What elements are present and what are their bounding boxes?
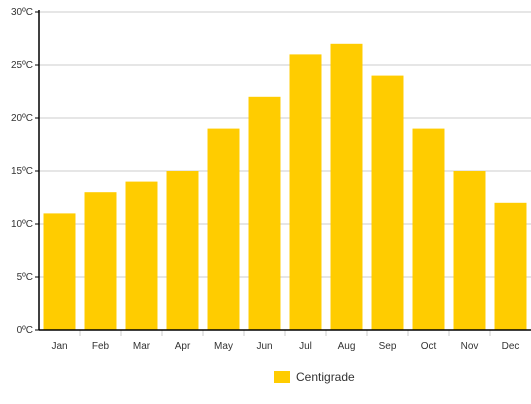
y-axis-ticks: 0ºC 5ºC 10ºC 15ºC 20ºC 25ºC 30ºC xyxy=(11,7,39,336)
x-tick-label: Nov xyxy=(461,341,479,352)
x-tick-label: Dec xyxy=(502,341,520,352)
axes xyxy=(38,10,531,331)
y-tick-label: 5ºC xyxy=(17,272,33,283)
grid-lines xyxy=(39,11,531,278)
x-tick-label: Mar xyxy=(133,341,151,352)
legend-label: Centigrade xyxy=(296,370,355,384)
bar-jun xyxy=(248,96,281,330)
bar-sep xyxy=(371,75,404,330)
bar-oct xyxy=(412,128,445,330)
x-tick-label: Feb xyxy=(92,341,110,352)
x-tick-label: Jun xyxy=(256,341,272,352)
bar-jan xyxy=(43,213,76,330)
bar-dec xyxy=(494,202,527,330)
y-tick-label: 10ºC xyxy=(11,219,33,230)
x-tick-label: Jul xyxy=(299,341,312,352)
x-tick-label: Oct xyxy=(421,341,437,352)
bar-may xyxy=(207,128,240,330)
legend: Centigrade xyxy=(274,370,355,384)
x-tick-label: Aug xyxy=(338,341,356,352)
bar-aug xyxy=(330,43,363,331)
legend-swatch xyxy=(274,371,290,383)
bars xyxy=(43,43,527,331)
bar-feb xyxy=(84,192,117,330)
x-axis-ticks: Jan Feb Mar Apr May Jun Jul Aug Sep Oct Nov Dec xyxy=(51,330,519,352)
bar-mar xyxy=(125,181,158,330)
x-tick-label: Apr xyxy=(175,341,191,352)
y-tick-label: 15ºC xyxy=(11,166,33,177)
bar-nov xyxy=(453,171,486,330)
x-tick-label: Jan xyxy=(51,341,67,352)
bar-jul xyxy=(289,54,322,331)
bar-apr xyxy=(166,171,199,330)
y-tick-label: 20ºC xyxy=(11,113,33,124)
y-tick-label: 25ºC xyxy=(11,60,33,71)
x-tick-label: Sep xyxy=(379,341,397,352)
y-tick-label: 30ºC xyxy=(11,7,33,18)
y-tick-label: 0ºC xyxy=(17,325,33,336)
x-tick-label: May xyxy=(214,341,233,352)
